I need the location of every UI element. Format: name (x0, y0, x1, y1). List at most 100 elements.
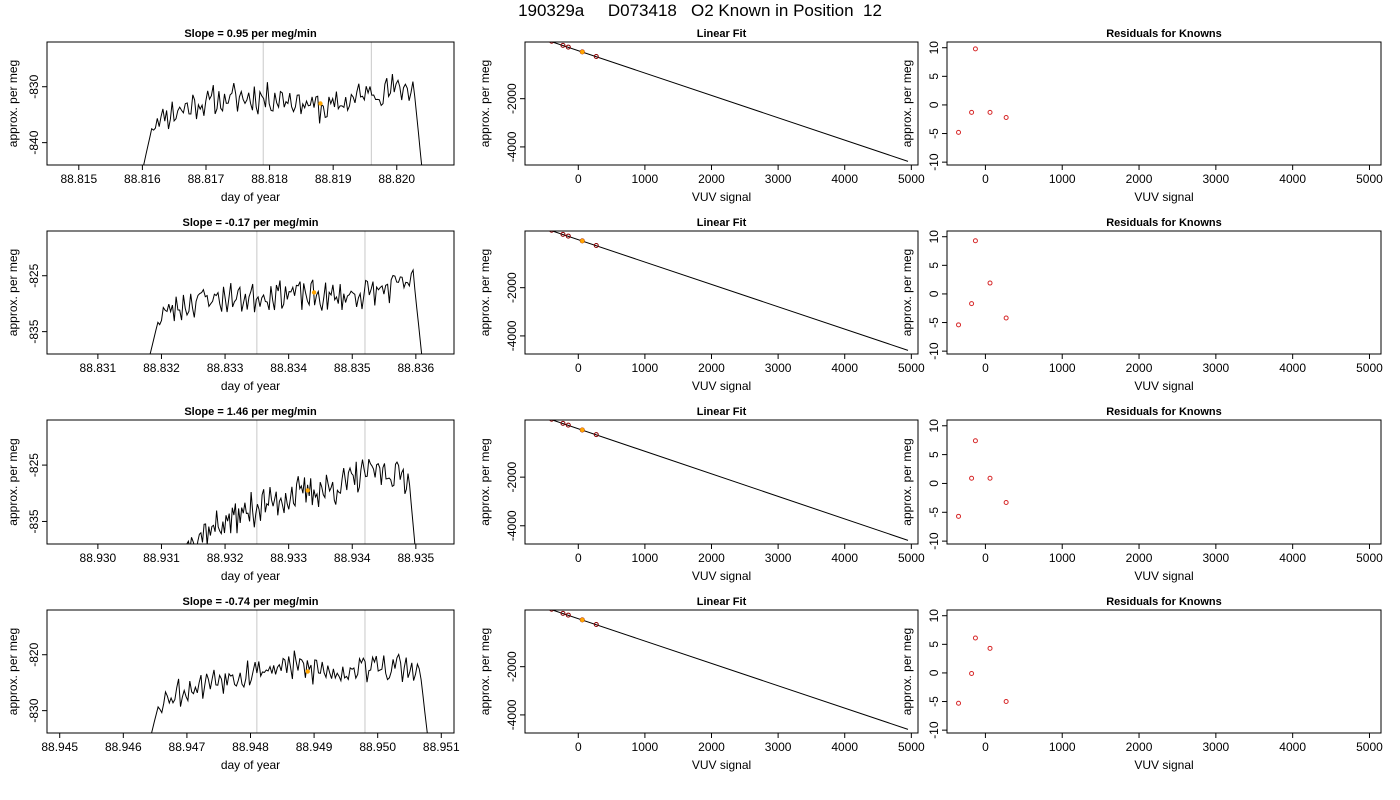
chart-title: Linear Fit (697, 28, 747, 40)
y-tick-label: -4000 (505, 131, 519, 162)
y-tick-label: 10 (927, 419, 941, 433)
y-axis-label: approx. per meg (6, 60, 20, 147)
plot-frame (524, 230, 919, 355)
x-tick-label: 88.931 (143, 551, 180, 565)
plot-frame (46, 419, 455, 545)
y-tick-label: -2000 (505, 272, 519, 303)
plot-frame (46, 41, 455, 166)
plot-area (549, 610, 909, 730)
x-tick-label: 88.819 (315, 172, 352, 186)
x-tick-label: 88.951 (423, 740, 460, 754)
x-tick-label: 1000 (632, 740, 659, 754)
y-tick-label: 5 (927, 451, 941, 458)
x-tick-label: 0 (982, 740, 989, 754)
x-tick-label: 88.930 (80, 551, 117, 565)
x-tick-label: 0 (575, 172, 582, 186)
x-tick-label: 88.835 (334, 361, 371, 375)
y-axis-label: approx. per meg (900, 60, 914, 147)
x-tick-label: 4000 (1279, 551, 1306, 565)
plot-area (151, 610, 428, 733)
chart-panel-fit3: Linear Fit 0 1000 2000 3000 4000 5000 -2000 -400… (478, 406, 925, 583)
y-tick-label: -2000 (505, 83, 519, 114)
known-point (580, 427, 585, 433)
plot-area (549, 231, 909, 351)
y-tick-label: 10 (927, 609, 941, 623)
residual-point (972, 438, 978, 444)
x-tick-label: 5000 (898, 740, 925, 754)
x-tick-label: 4000 (831, 740, 858, 754)
x-tick-label: 88.818 (251, 172, 288, 186)
plot-area (549, 42, 909, 162)
chart-panel-ts2: Slope = -0.17 per meg/min 88.831 88.832 88.… (6, 217, 455, 393)
x-axis-label: VUV signal (1134, 758, 1193, 772)
fit-point (560, 231, 566, 237)
x-axis-label: VUV signal (1134, 190, 1193, 204)
plot-frame (946, 609, 1382, 734)
chart-title: Linear Fit (697, 217, 747, 229)
chart-panel-ts4: Slope = -0.74 per meg/min 88.945 88.946 88.… (6, 596, 460, 772)
y-tick-label: 0 (927, 290, 941, 297)
residual-point (987, 645, 993, 651)
x-axis-label: day of year (221, 379, 280, 393)
chart-title: Slope = -0.17 per meg/min (182, 217, 318, 229)
plot-area (956, 46, 1009, 135)
x-tick-label: 3000 (1202, 740, 1229, 754)
y-axis-label: approx. per meg (478, 60, 492, 147)
x-tick-label: 88.834 (270, 361, 307, 375)
x-axis-label: VUV signal (692, 379, 751, 393)
x-tick-label: 3000 (1202, 551, 1229, 565)
x-tick-label: 88.816 (124, 172, 161, 186)
chart-title: Residuals for Knowns (1106, 28, 1222, 40)
y-tick-label: -840 (27, 130, 41, 154)
x-tick-label: 4000 (831, 172, 858, 186)
plot-frame (946, 41, 1382, 166)
x-tick-label: 0 (575, 551, 582, 565)
y-tick-label: -4000 (505, 510, 519, 541)
y-tick-label: -10 (927, 153, 941, 171)
fit-point (593, 621, 599, 627)
plot-area (956, 635, 1009, 706)
x-axis-label: VUV signal (1134, 569, 1193, 583)
plot-area (149, 231, 423, 354)
residual-point (972, 238, 978, 244)
x-axis-label: day of year (221, 569, 280, 583)
x-axis-label: VUV signal (692, 569, 751, 583)
y-tick-label: 0 (927, 669, 941, 676)
x-tick-label: 4000 (831, 361, 858, 375)
x-tick-label: 88.833 (207, 361, 244, 375)
x-tick-label: 88.945 (41, 740, 78, 754)
known-point (580, 49, 585, 55)
x-tick-label: 1000 (632, 361, 659, 375)
fit-line (550, 231, 909, 351)
chart-panel-res2: Residuals for Knowns 0 1000 2000 3000 4000 500… (900, 217, 1383, 393)
x-tick-label: 3000 (1202, 172, 1229, 186)
page-title: 190329a D073418 O2 Known in Position 12 (518, 1, 882, 20)
x-tick-label: 3000 (765, 551, 792, 565)
residual-point (969, 109, 975, 115)
fit-point (565, 44, 571, 50)
fit-point (565, 422, 571, 428)
plot-area (186, 420, 416, 544)
x-tick-label: 1000 (1049, 172, 1076, 186)
y-tick-label: 5 (927, 73, 941, 80)
y-axis-label: approx. per meg (900, 628, 914, 715)
plot-frame (946, 419, 1382, 545)
chart-title: Residuals for Knowns (1106, 217, 1222, 229)
x-tick-label: 3000 (1202, 361, 1229, 375)
x-tick-label: 2000 (1126, 361, 1153, 375)
y-tick-label: 5 (927, 262, 941, 269)
y-tick-label: -835 (27, 509, 41, 533)
chart-title: Slope = 0.95 per meg/min (184, 28, 317, 40)
residual-point (987, 280, 993, 286)
y-tick-label: -2000 (505, 651, 519, 682)
plot-area (549, 420, 909, 541)
y-tick-label: 10 (927, 230, 941, 244)
y-tick-label: -5 (927, 696, 941, 707)
fit-line (550, 420, 909, 541)
y-tick-label: 0 (927, 101, 941, 108)
x-tick-label: 2000 (698, 740, 725, 754)
x-tick-label: 5000 (898, 551, 925, 565)
y-tick-label: -5 (927, 317, 941, 328)
residual-point (987, 475, 993, 481)
x-tick-label: 4000 (1279, 361, 1306, 375)
